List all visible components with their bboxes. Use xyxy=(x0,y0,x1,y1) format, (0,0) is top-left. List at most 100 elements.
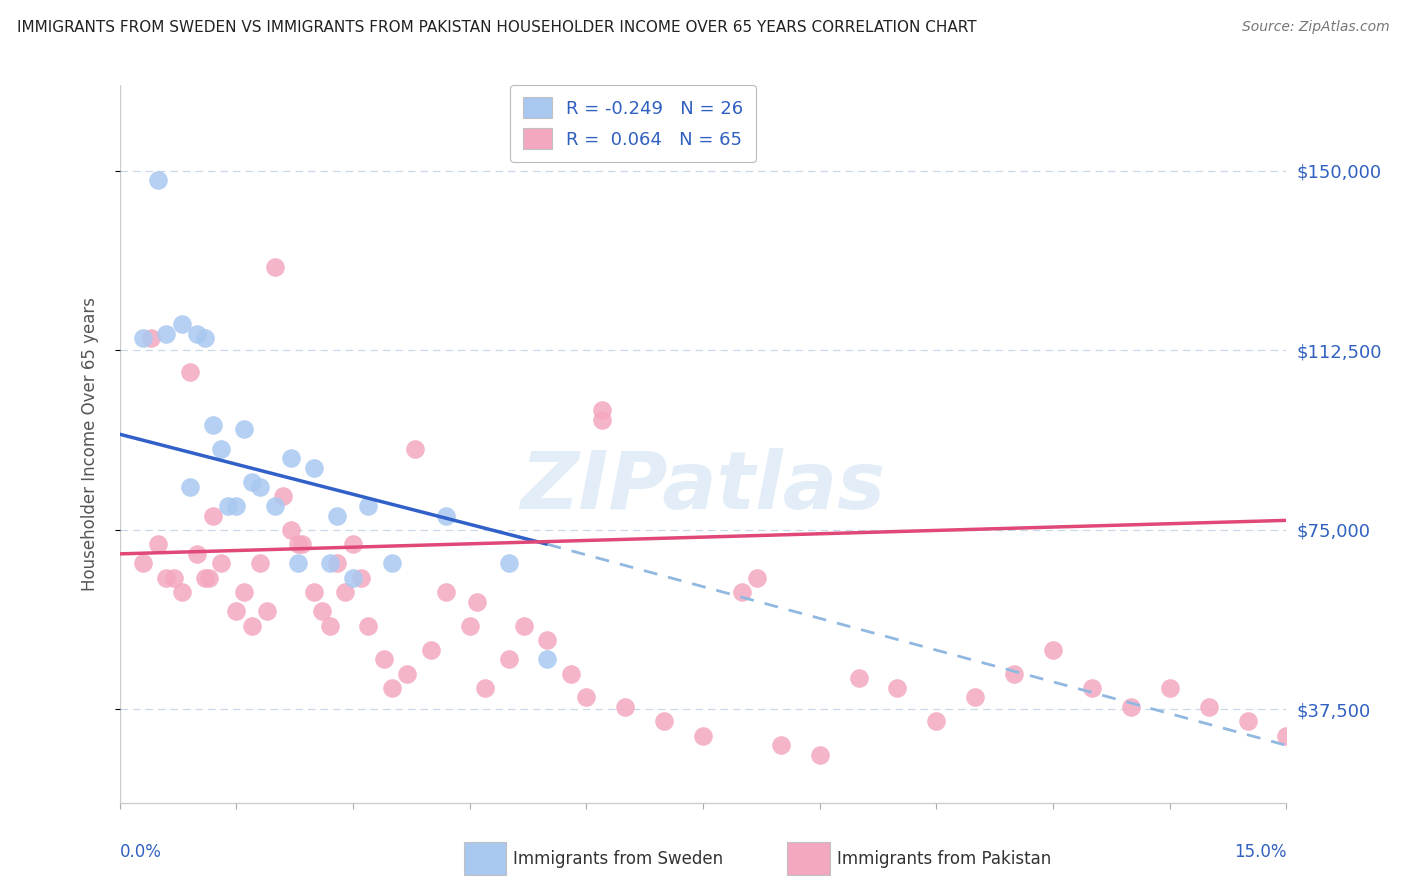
Point xyxy=(311,604,333,618)
Text: IMMIGRANTS FROM SWEDEN VS IMMIGRANTS FROM PAKISTAN HOUSEHOLDER INCOME OVER 65 YE: IMMIGRANTS FROM SWEDEN VS IMMIGRANTS FRO… xyxy=(17,20,977,35)
Point xyxy=(209,442,232,456)
Point xyxy=(264,260,287,274)
Point xyxy=(747,571,769,585)
Point xyxy=(357,618,380,632)
Point xyxy=(965,690,987,705)
Point xyxy=(170,585,193,599)
Legend: R = -0.249   N = 26, R =  0.064   N = 65: R = -0.249 N = 26, R = 0.064 N = 65 xyxy=(510,85,756,161)
Point xyxy=(652,714,675,729)
Point xyxy=(233,422,256,436)
Point xyxy=(381,681,404,695)
Point xyxy=(194,331,217,345)
Point xyxy=(155,571,177,585)
Point xyxy=(186,326,208,341)
Point xyxy=(350,571,373,585)
Point xyxy=(381,557,404,571)
Point xyxy=(1236,714,1258,729)
Point xyxy=(132,557,155,571)
Point xyxy=(155,326,177,341)
Point xyxy=(249,480,271,494)
Point xyxy=(302,460,325,475)
FancyBboxPatch shape xyxy=(787,842,830,875)
Point xyxy=(575,690,598,705)
Point xyxy=(434,508,457,523)
Text: 0.0%: 0.0% xyxy=(120,843,162,861)
Point xyxy=(287,537,309,551)
Point xyxy=(170,317,193,331)
FancyBboxPatch shape xyxy=(464,842,506,875)
Point xyxy=(139,331,162,345)
Point xyxy=(458,618,481,632)
Point xyxy=(318,618,340,632)
Point xyxy=(163,571,186,585)
Point xyxy=(148,537,170,551)
Point xyxy=(186,547,208,561)
Point xyxy=(287,557,309,571)
Point xyxy=(404,442,426,456)
Point xyxy=(1081,681,1104,695)
Point xyxy=(614,700,637,714)
Text: ZIPatlas: ZIPatlas xyxy=(520,448,886,526)
Point xyxy=(591,403,613,417)
Point xyxy=(1159,681,1181,695)
Point xyxy=(198,571,221,585)
Point xyxy=(357,499,380,513)
Point xyxy=(434,585,457,599)
Point xyxy=(194,571,217,585)
Point xyxy=(467,595,489,609)
Point xyxy=(419,642,441,657)
Point xyxy=(148,173,170,187)
Point xyxy=(591,413,613,427)
Point xyxy=(808,747,831,762)
Point xyxy=(1119,700,1142,714)
Point xyxy=(536,633,558,648)
Point xyxy=(249,557,271,571)
Point xyxy=(925,714,948,729)
Point xyxy=(498,557,520,571)
Point xyxy=(271,490,294,504)
Point xyxy=(264,499,287,513)
Point xyxy=(201,417,224,432)
Point xyxy=(280,451,302,466)
Point xyxy=(326,508,349,523)
Point xyxy=(326,557,349,571)
Point xyxy=(1198,700,1220,714)
Point xyxy=(536,652,558,666)
Text: 15.0%: 15.0% xyxy=(1234,843,1286,861)
Text: Immigrants from Sweden: Immigrants from Sweden xyxy=(513,849,723,868)
Point xyxy=(396,666,419,681)
Point xyxy=(474,681,496,695)
Point xyxy=(513,618,536,632)
Point xyxy=(233,585,256,599)
Text: Immigrants from Pakistan: Immigrants from Pakistan xyxy=(837,849,1050,868)
Point xyxy=(1275,729,1298,743)
Y-axis label: Householder Income Over 65 years: Householder Income Over 65 years xyxy=(80,297,98,591)
Point xyxy=(498,652,520,666)
Point xyxy=(692,729,714,743)
Point xyxy=(302,585,325,599)
Point xyxy=(179,365,201,379)
Point xyxy=(179,480,201,494)
Point xyxy=(201,508,224,523)
Point xyxy=(240,475,263,489)
Point xyxy=(240,618,263,632)
Point xyxy=(886,681,908,695)
Point xyxy=(209,557,232,571)
Point xyxy=(225,499,247,513)
Point xyxy=(291,537,314,551)
Point xyxy=(342,537,364,551)
Point xyxy=(318,557,340,571)
Point xyxy=(280,523,302,537)
Point xyxy=(373,652,395,666)
Point xyxy=(217,499,239,513)
Point xyxy=(1002,666,1025,681)
Text: Source: ZipAtlas.com: Source: ZipAtlas.com xyxy=(1241,20,1389,34)
Point xyxy=(342,571,364,585)
Point xyxy=(848,671,870,685)
Point xyxy=(560,666,582,681)
Point xyxy=(731,585,754,599)
Point xyxy=(256,604,278,618)
Point xyxy=(1042,642,1064,657)
Point xyxy=(132,331,155,345)
Point xyxy=(225,604,247,618)
